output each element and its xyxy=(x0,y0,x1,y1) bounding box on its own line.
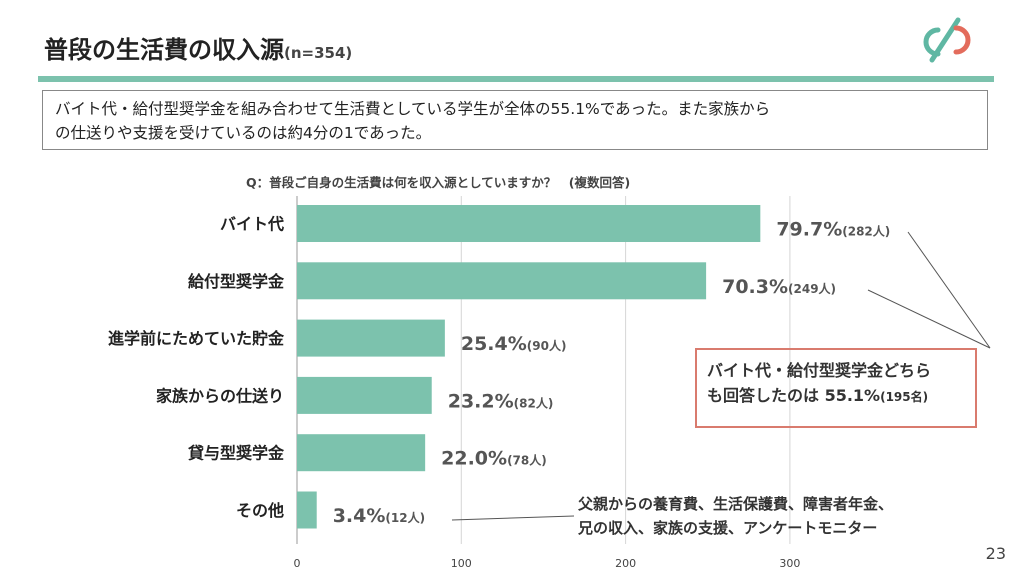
count-label: (82人) xyxy=(514,395,554,410)
logo-slash xyxy=(929,17,961,63)
category-label: 家族からの仕送り xyxy=(156,386,284,405)
other-note-line-2: 兄の収入、家族の支援、アンケートモニター xyxy=(578,519,878,537)
callout-connector xyxy=(907,231,991,349)
percent-label: 79.7% xyxy=(776,219,842,241)
data-label: 23.2%(82人) xyxy=(448,390,554,412)
bar xyxy=(297,376,432,414)
bar xyxy=(297,262,707,300)
count-label: (282人) xyxy=(842,224,890,239)
data-label: 25.4%(90人) xyxy=(461,333,567,355)
callout-line-1: バイト代・給付型奨学金どちら xyxy=(707,361,932,380)
percent-label: 3.4% xyxy=(333,505,386,527)
count-label: (249人) xyxy=(788,281,836,296)
other-note-line-1: 父親からの養育費、生活保護費、障害者年金、 xyxy=(578,495,894,513)
x-tick-label: 300 xyxy=(779,557,800,570)
x-tick-label: 200 xyxy=(615,557,636,570)
count-label: (90人) xyxy=(527,338,567,353)
page-number: 23 xyxy=(985,544,1006,563)
callout-line-2: も回答したのは 55.1% xyxy=(707,386,881,405)
header-rule xyxy=(38,76,994,82)
x-tick-label: 100 xyxy=(451,557,472,570)
brand-logo xyxy=(923,17,971,63)
summary-box: バイト代・給付型奨学金を組み合わせて生活費としている学生が全体の55.1%であっ… xyxy=(42,90,988,150)
category-label: 貸与型奨学金 xyxy=(187,444,285,463)
x-tick-label: 0 xyxy=(294,557,301,570)
count-label: (12人) xyxy=(385,510,425,525)
category-label: バイト代 xyxy=(220,215,284,234)
bar xyxy=(297,319,445,357)
data-label: 79.7%(282人) xyxy=(776,219,890,241)
summary-line-1: バイト代・給付型奨学金を組み合わせて生活費としている学生が全体の55.1%であっ… xyxy=(55,100,771,118)
callout-count: (195名) xyxy=(880,390,929,404)
data-label: 3.4%(12人) xyxy=(333,505,425,527)
callout-box: バイト代・給付型奨学金どちら も回答したのは 55.1%(195名) xyxy=(695,348,977,428)
data-label: 70.3%(249人) xyxy=(722,276,836,298)
data-label: 22.0%(78人) xyxy=(441,448,547,470)
bar xyxy=(297,434,426,472)
category-label: 進学前にためていた貯金 xyxy=(108,329,285,348)
percent-label: 70.3% xyxy=(722,276,788,298)
title-main: 普段の生活費の収入源 xyxy=(44,36,284,64)
other-note-connector xyxy=(451,515,575,521)
logo-red-arc xyxy=(953,25,971,55)
page-title: 普段の生活費の収入源(n=354) xyxy=(44,30,352,65)
count-label: (78人) xyxy=(507,453,547,468)
summary-line-2: の仕送りや支援を受けているのは約4分の1であった。 xyxy=(55,124,432,142)
category-label: 給付型奨学金 xyxy=(188,272,285,291)
percent-label: 25.4% xyxy=(461,333,527,355)
bar xyxy=(297,491,317,529)
percent-label: 22.0% xyxy=(441,448,507,470)
percent-label: 23.2% xyxy=(448,390,514,412)
question-text: Q：普段ご自身の生活費は何を収入源としていますか？ (複数回答) xyxy=(246,175,631,190)
title-sample-size: (n=354) xyxy=(284,44,353,62)
category-label: その他 xyxy=(236,501,284,520)
callout-connector xyxy=(867,289,991,349)
other-note: 父親からの養育費、生活保護費、障害者年金、 兄の収入、家族の支援、アンケートモニ… xyxy=(578,492,893,540)
bar xyxy=(297,205,761,242)
